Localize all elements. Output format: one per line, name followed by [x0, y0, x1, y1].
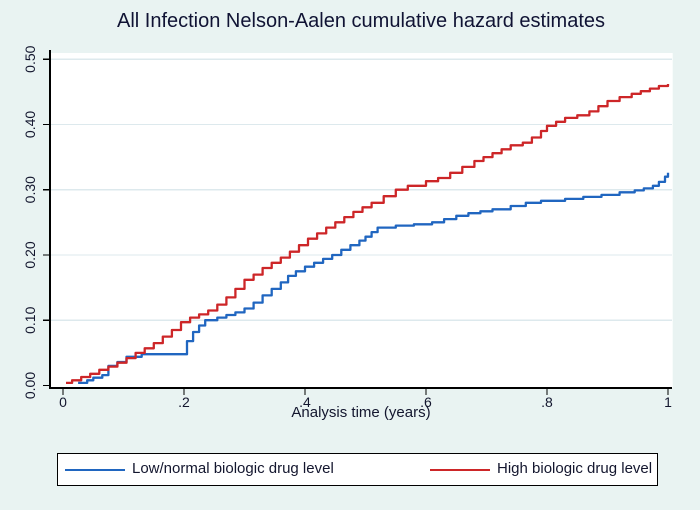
- series-low-line: [78, 172, 670, 385]
- plot-area: [50, 53, 673, 388]
- y-tick-label: 0.30: [22, 176, 38, 203]
- y-tick-label: 0.00: [22, 372, 38, 399]
- legend-line-low-sample: [65, 468, 125, 471]
- legend-line-high-sample: [430, 468, 490, 471]
- y-tick-label: 0.50: [22, 45, 38, 72]
- legend-box: Low/normal biologic drug level High biol…: [57, 453, 658, 486]
- x-tick-label: .4: [299, 394, 311, 410]
- legend-label-low: Low/normal biologic drug level: [132, 460, 334, 477]
- x-tick-label: .2: [178, 394, 190, 410]
- legend-label-high: High biologic drug level: [497, 460, 653, 477]
- series-high-line: [66, 84, 670, 385]
- x-axis-label: Analysis time (years): [291, 404, 431, 421]
- x-tick-label: 1: [664, 394, 672, 410]
- y-tick-label: 0.40: [22, 111, 38, 138]
- chart-title: All Infection Nelson-Aalen cumulative ha…: [116, 10, 606, 32]
- x-tick-label: 0: [59, 394, 67, 410]
- x-tick-label: .6: [420, 394, 432, 410]
- y-tick-label: 0.10: [22, 306, 38, 333]
- y-tick-label: 0.20: [22, 241, 38, 268]
- x-tick-label: .8: [541, 394, 553, 410]
